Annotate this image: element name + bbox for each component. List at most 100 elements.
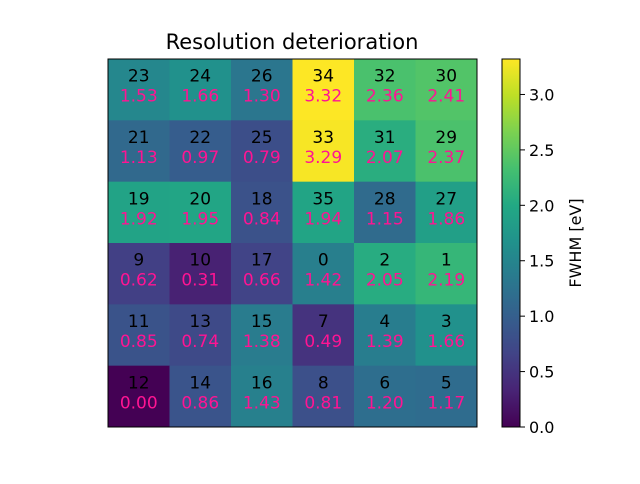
heatmap-cell xyxy=(169,365,232,428)
cell-value-label: 2.41 xyxy=(427,87,465,107)
heatmap-cell xyxy=(354,304,416,367)
heatmap-cell xyxy=(292,181,355,244)
cell-value-label: 1.92 xyxy=(120,209,158,229)
cell-id-label: 20 xyxy=(189,189,211,209)
colorbar-tick-label: 1.5 xyxy=(529,252,554,271)
colorbar-tick-label: 0.5 xyxy=(529,363,554,382)
cell-id-label: 1 xyxy=(441,251,452,271)
cell-id-label: 27 xyxy=(435,189,457,209)
cell-value-label: 0.62 xyxy=(120,271,158,291)
cell-id-label: 23 xyxy=(128,67,150,87)
heatmap-cell xyxy=(354,365,416,428)
cell-value-label: 1.53 xyxy=(120,87,158,107)
colorbar-tick-label: 2.0 xyxy=(529,196,554,215)
cell-id-label: 30 xyxy=(435,67,457,87)
cell-value-label: 1.20 xyxy=(366,393,404,413)
heatmap-cell xyxy=(231,59,293,121)
plot-frame xyxy=(107,58,478,428)
heatmap-cell xyxy=(231,243,293,305)
heatmap-cell xyxy=(108,181,170,244)
heatmap-cell xyxy=(231,304,293,367)
cell-value-label: 0.00 xyxy=(120,393,158,413)
cell-id-label: 8 xyxy=(318,373,329,393)
cell-id-label: 34 xyxy=(312,67,334,87)
cell-value-label: 1.95 xyxy=(181,209,219,229)
heatmap-cell xyxy=(354,243,416,305)
cell-value-label: 2.19 xyxy=(427,271,465,291)
cell-value-label: 3.29 xyxy=(304,148,342,168)
heatmap-cell xyxy=(108,365,170,428)
heatmap-cell xyxy=(415,120,478,183)
cell-id-label: 5 xyxy=(441,373,452,393)
cell-id-label: 18 xyxy=(251,189,273,209)
colorbar-tick-label: 2.5 xyxy=(529,141,554,160)
cell-id-label: 6 xyxy=(379,373,390,393)
cell-value-label: 2.05 xyxy=(366,271,404,291)
cell-value-label: 0.84 xyxy=(243,209,281,229)
cell-value-label: 3.32 xyxy=(304,87,342,107)
cell-value-label: 0.49 xyxy=(304,332,342,352)
cell-value-label: 0.31 xyxy=(181,271,219,291)
heatmap-cell xyxy=(354,181,416,244)
cell-value-label: 1.94 xyxy=(304,209,342,229)
cell-value-label: 1.30 xyxy=(243,87,281,107)
chart-title: Resolution deterioration xyxy=(166,30,419,54)
heatmap-cell xyxy=(169,120,232,183)
cell-value-label: 2.36 xyxy=(366,87,404,107)
heatmap-cell xyxy=(231,181,293,244)
cell-id-label: 28 xyxy=(374,189,396,209)
cell-value-label: 0.74 xyxy=(181,332,219,352)
cell-id-label: 31 xyxy=(374,128,396,148)
cell-value-label: 0.79 xyxy=(243,148,281,168)
cell-id-label: 25 xyxy=(251,128,273,148)
heatmap-cell xyxy=(108,120,170,183)
cell-id-label: 2 xyxy=(379,251,390,271)
heatmap-cell xyxy=(231,120,293,183)
cell-id-label: 22 xyxy=(189,128,211,148)
heatmap-cell xyxy=(415,181,478,244)
heatmap-cell xyxy=(108,243,170,305)
cell-id-label: 17 xyxy=(251,251,273,271)
colorbar-label: FWHM [eV] xyxy=(566,198,585,287)
cell-value-label: 2.37 xyxy=(427,148,465,168)
cell-value-label: 1.43 xyxy=(243,393,281,413)
cell-id-label: 14 xyxy=(189,373,211,393)
cell-id-label: 35 xyxy=(312,189,334,209)
cell-id-label: 15 xyxy=(251,312,273,332)
cell-id-label: 33 xyxy=(312,128,334,148)
cell-id-label: 0 xyxy=(318,251,329,271)
heatmap-cell xyxy=(169,243,232,305)
heatmap-cell xyxy=(415,304,478,367)
heatmap-cell xyxy=(292,365,355,428)
cell-id-label: 24 xyxy=(189,67,211,87)
cell-value-label: 0.85 xyxy=(120,332,158,352)
cell-value-label: 1.17 xyxy=(427,393,465,413)
colorbar-tick-label: 3.0 xyxy=(529,85,554,104)
cell-id-label: 12 xyxy=(128,373,150,393)
colorbar-ticks: 0.0 0.5 1.0 1.5 2.0 2.5 3.0 xyxy=(520,85,554,437)
cell-value-label: 2.07 xyxy=(366,148,404,168)
heatmap-cell xyxy=(169,304,232,367)
cell-id-label: 9 xyxy=(133,251,144,271)
cell-id-label: 21 xyxy=(128,128,150,148)
heatmap-cell xyxy=(108,59,170,121)
cell-value-label: 1.38 xyxy=(243,332,281,352)
colorbar-tick-label: 1.0 xyxy=(529,307,554,326)
cell-id-label: 19 xyxy=(128,189,150,209)
heatmap-cell xyxy=(415,365,478,428)
colorbar-tick-label: 0.0 xyxy=(529,418,554,437)
cell-id-label: 7 xyxy=(318,312,329,332)
heatmap-cells: 231.53241.66261.30343.32322.36302.41211.… xyxy=(108,59,478,428)
cell-value-label: 1.66 xyxy=(427,332,465,352)
cell-value-label: 1.42 xyxy=(304,271,342,291)
cell-id-label: 10 xyxy=(189,251,211,271)
heatmap-cell xyxy=(292,243,355,305)
heatmap-cell xyxy=(415,243,478,305)
cell-id-label: 16 xyxy=(251,373,273,393)
cell-value-label: 0.97 xyxy=(181,148,219,168)
cell-id-label: 26 xyxy=(251,67,273,87)
heatmap-cell xyxy=(169,181,232,244)
heatmap-cell xyxy=(169,59,232,121)
